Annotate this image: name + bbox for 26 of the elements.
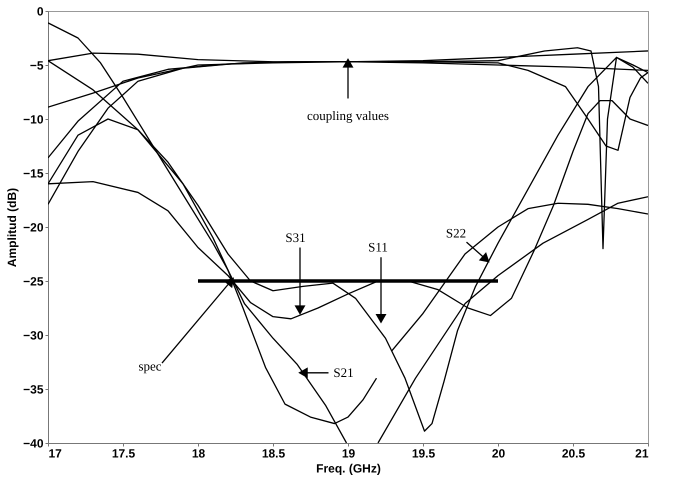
y-tick-label: −40 bbox=[23, 436, 44, 450]
x-tick-label: 19 bbox=[342, 446, 356, 460]
annotation: S31 bbox=[285, 230, 306, 245]
y-axis-title: Amplitud (dB) bbox=[5, 188, 20, 268]
x-axis-title: Freq. (GHz) bbox=[316, 462, 381, 476]
y-tick-label: 0 bbox=[36, 4, 44, 18]
y-tick-label: −20 bbox=[23, 220, 44, 234]
x-tick-label: 21 bbox=[635, 446, 649, 460]
x-tick-label: 17 bbox=[48, 446, 62, 460]
x-tick-label: 20.5 bbox=[562, 446, 586, 460]
x-tick-label: 20 bbox=[492, 446, 506, 460]
y-tick-label: −10 bbox=[23, 112, 44, 126]
annotation: spec bbox=[138, 358, 162, 374]
y-tick-label: −35 bbox=[23, 382, 44, 396]
x-tick-label: 18.5 bbox=[262, 446, 286, 460]
x-tick-label: 19.5 bbox=[412, 446, 436, 460]
annotation: S22 bbox=[446, 225, 466, 240]
y-tick-label: −25 bbox=[23, 274, 44, 288]
x-tick-label: 17.5 bbox=[112, 446, 136, 460]
y-tick-label: −5 bbox=[30, 58, 44, 72]
y-tick-label: −30 bbox=[23, 328, 44, 342]
annotation: coupling values bbox=[307, 108, 389, 123]
x-tick-label: 18 bbox=[192, 446, 206, 460]
y-tick-label: −15 bbox=[23, 166, 44, 180]
annotation: S21 bbox=[333, 364, 354, 380]
annotation: S11 bbox=[368, 240, 388, 255]
